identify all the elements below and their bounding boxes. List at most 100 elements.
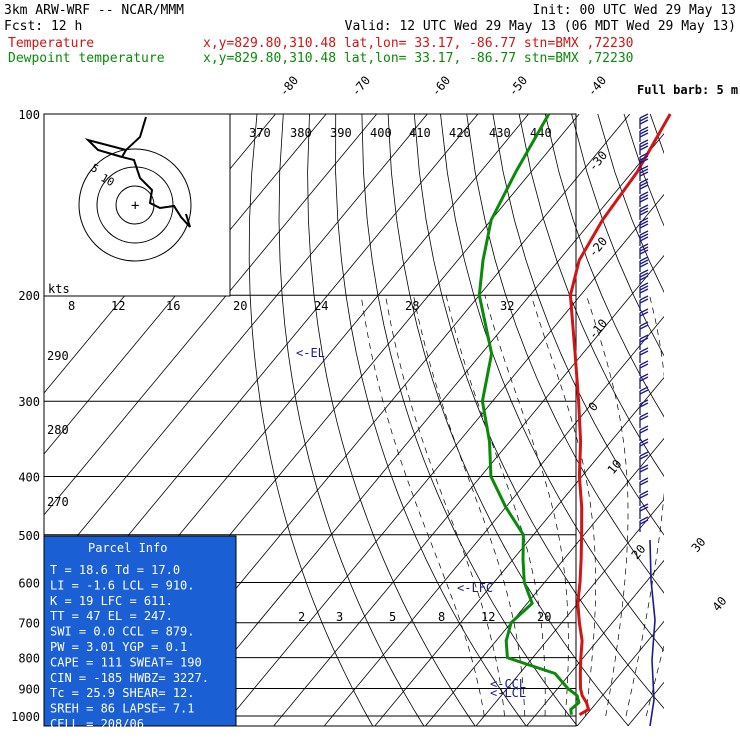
dewpoint-location: x,y=829.80,310.48 lat,lon= 33.17, -86.77… [203, 51, 633, 66]
sounding-annotations: <-EL <-LFC <-CCL<-LCL [296, 346, 526, 700]
hodograph-speed-label: 8 [68, 299, 75, 313]
wind-barb-flag [639, 152, 649, 158]
pressure-tick-label: 1000 [11, 710, 40, 724]
parcel-info-row: CIN = -185 HWBZ= 3227. [50, 671, 209, 685]
svg-text:10: 10 [99, 171, 117, 189]
wind-barb-flag [639, 256, 649, 262]
dry-adiabat [248, 114, 374, 726]
wind-barb-flag [639, 145, 649, 151]
background-lines [44, 114, 740, 729]
dewpoint-profile [477, 113, 581, 715]
wind-barb-flag [639, 142, 649, 148]
wind-barb-flag [639, 204, 649, 210]
wind-profile [649, 539, 656, 727]
wind-barb-flag [639, 451, 649, 457]
dry-adiabat [335, 114, 527, 726]
isotherm [676, 114, 740, 729]
wind-barb-flag [639, 272, 649, 278]
isotherm [374, 376, 664, 726]
model-title: 3km ARW-WRF -- NCAR/MMM [4, 3, 184, 18]
theta-label: 380 [290, 126, 312, 140]
parcel-info-row: Tc = 25.9 SHEAR= 12. [50, 686, 195, 700]
temperature-profile [568, 113, 672, 716]
isotherm [475, 498, 664, 726]
wind-barb-flag [639, 217, 649, 223]
annotation-label: <-LCL [490, 686, 526, 700]
wind-barb-flag [639, 285, 649, 291]
wind-barb-flag [639, 129, 649, 135]
wind-barb-flag [639, 155, 649, 161]
mixing-ratio-label: 20 [537, 610, 551, 624]
wind-barb-flag [639, 399, 649, 405]
wind-barb-flag [639, 308, 649, 314]
valid-time: Valid: 12 UTC Wed 29 May 13 (06 MDT Wed … [345, 19, 736, 34]
wind-barb-flag [639, 181, 649, 187]
wind-barb-flag [639, 493, 649, 499]
wind-barb-flag [639, 249, 649, 255]
isotherm [323, 315, 664, 726]
hodograph-speed-label: 16 [166, 299, 180, 313]
temperature-tick-label: -10 [586, 316, 611, 342]
moist-adiabat [645, 643, 664, 717]
parcel-info-row: SWI = 0.0 CCL = 879. [50, 625, 195, 639]
isotherm [44, 114, 327, 455]
temperature-tick-label: -50 [506, 73, 531, 99]
moist-adiabat [530, 295, 597, 717]
temperature-tick-label: -60 [429, 73, 454, 99]
wind-barb-flag [639, 113, 649, 119]
parcel-info-row: PW = 3.01 YGP = 0.1 [50, 640, 187, 654]
annotation-label: <-CCL [490, 677, 526, 691]
pressure-tick-label: 400 [18, 470, 40, 484]
wind-barb-flag [639, 119, 649, 125]
parcel-info-row: TT = 47 EL = 247. [50, 609, 173, 623]
theta-label: 290 [47, 349, 69, 363]
wind-barb-flag [639, 438, 649, 444]
dry-adiabat [649, 114, 664, 155]
pressure-tick-label: 100 [18, 108, 40, 122]
wind-barb-flag [639, 415, 649, 421]
dry-adiabat [492, 114, 664, 536]
wind-barb-flag [639, 467, 649, 473]
moist-adiabat [484, 295, 569, 717]
dry-adiabat [440, 114, 664, 652]
wind-barb-flag [639, 259, 649, 265]
wind-barb-flag [639, 376, 649, 382]
wind-barb-flag [639, 207, 649, 213]
moist-adiabat [586, 295, 629, 717]
annotation-label: <-EL [296, 346, 325, 360]
wind-barb-flag [639, 275, 649, 281]
parcel-info-row: CELL = 208/06 [50, 717, 144, 731]
wind-barb-flag [639, 425, 649, 431]
parcel-info-row: T = 18.6 Td = 17.0 [50, 563, 180, 577]
wind-barb-flag [639, 168, 649, 174]
wind-barb-flag [639, 503, 649, 509]
moist-adiabat [625, 295, 664, 717]
wind-barb-flag [639, 184, 649, 190]
pressure-tick-label: 800 [18, 652, 40, 666]
annotation-label: <-LFC [457, 581, 493, 595]
dewpoint-legend: Dewpoint temperature [8, 51, 165, 66]
wind-barb-flag [639, 282, 649, 288]
temperature-tick-label: -20 [586, 234, 611, 260]
temperature-tick-label: -30 [586, 148, 611, 174]
temperature-tick-label: 20 [629, 542, 649, 562]
wind-barb-flag [639, 246, 649, 252]
temperature-tick-label: 40 [710, 594, 730, 614]
wind-barb-flag [639, 269, 649, 275]
wind-barb-flag [639, 516, 649, 522]
wind-barb-flag [639, 295, 649, 301]
theta-label: 420 [449, 126, 471, 140]
dry-adiabat [623, 114, 664, 227]
wind-barb-flag [639, 321, 649, 327]
wind-barb-flag [639, 480, 649, 486]
mixing-ratio-label: 8 [438, 610, 445, 624]
wind-barb-flag [639, 210, 649, 216]
wind-barb-flag [639, 464, 649, 470]
wind-barb-flag [639, 311, 649, 317]
dry-adiabat [413, 114, 664, 709]
wind-barb-flag [639, 477, 649, 483]
mixing-ratio-label: 3 [336, 610, 343, 624]
dry-adiabat [729, 114, 740, 729]
parcel-info-title: Parcel Info [88, 541, 167, 555]
